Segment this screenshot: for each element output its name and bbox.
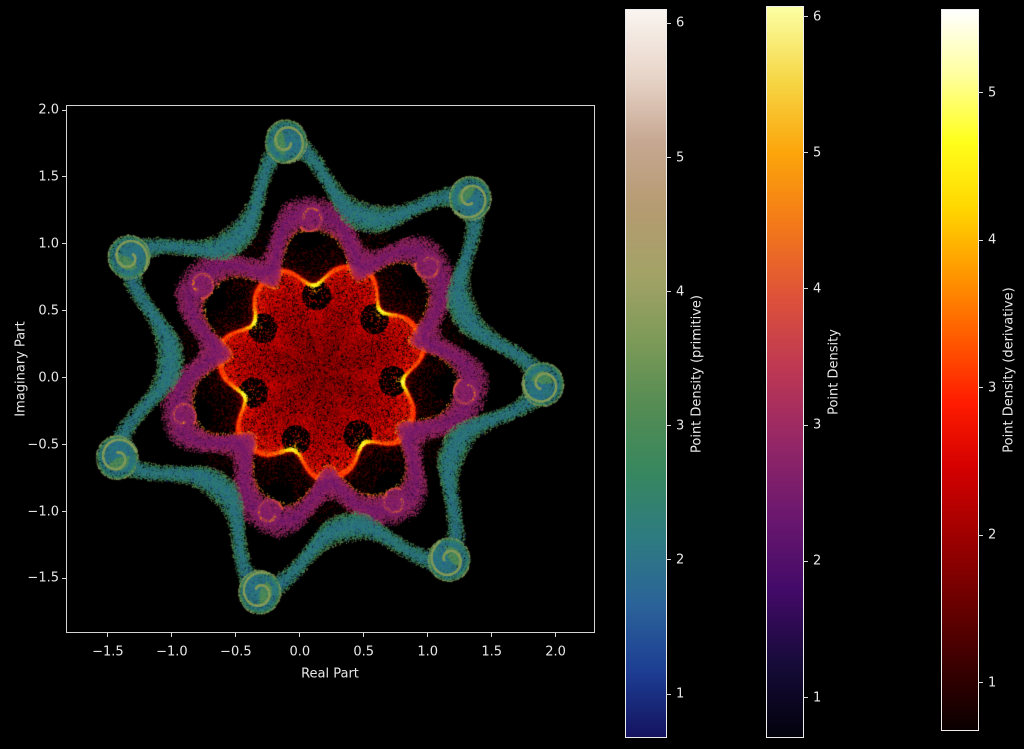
colorbar-tick-label: 3 <box>988 380 997 396</box>
x-tick-label: 0.0 <box>289 644 311 660</box>
x-tick-label: 1.5 <box>481 644 502 660</box>
x-tick-mark <box>363 633 365 637</box>
colorbar-primitive-label: Point Density (primitive) <box>689 295 705 453</box>
y-tick-label: 0.0 <box>38 370 59 386</box>
colorbar-tick-label: 1 <box>813 690 822 705</box>
colorbar-tick-label: 3 <box>813 417 822 433</box>
x-tick-label: 1.0 <box>417 644 439 660</box>
y-tick-mark <box>62 310 66 312</box>
colorbar-tick-mark <box>803 560 808 562</box>
x-tick-label: 2.0 <box>545 644 566 660</box>
colorbar-tick-mark <box>803 697 808 698</box>
x-tick-mark <box>235 633 237 637</box>
x-tick-mark <box>491 633 493 637</box>
x-tick-mark <box>555 633 557 637</box>
y-tick-label: −0.5 <box>27 437 59 453</box>
colorbar-tick-mark <box>666 559 671 561</box>
x-axis-label: Real Part <box>301 666 359 682</box>
colorbar-tick-mark <box>803 288 808 290</box>
colorbar-main <box>766 6 804 738</box>
density-plot-canvas <box>67 106 594 632</box>
colorbar-tick-mark <box>978 239 983 241</box>
colorbar-main-label: Point Density <box>826 329 842 415</box>
y-tick-label: −1.5 <box>27 570 59 586</box>
x-tick-mark <box>171 633 173 637</box>
y-tick-mark <box>62 243 66 245</box>
x-tick-label: −1.0 <box>156 644 188 660</box>
y-tick-mark <box>62 444 66 446</box>
colorbar-tick-label: 2 <box>988 527 997 543</box>
y-tick-mark <box>62 577 66 579</box>
colorbar-tick-mark <box>978 92 983 94</box>
x-tick-label: 0.5 <box>353 644 375 660</box>
y-tick-mark <box>62 511 66 513</box>
colorbar-tick-mark <box>666 693 671 695</box>
axes <box>66 105 595 633</box>
colorbar-tick-mark <box>666 22 671 24</box>
colorbar-primitive <box>625 9 667 738</box>
colorbar-tick-label: 1 <box>988 675 997 691</box>
colorbar-tick-label: 6 <box>676 15 685 31</box>
y-tick-mark <box>62 176 66 178</box>
colorbar-tick-label: 4 <box>988 232 997 248</box>
colorbar-tick-label: 5 <box>813 145 822 161</box>
colorbar-tick-label: 4 <box>676 284 685 300</box>
colorbar-tick-mark <box>978 534 983 536</box>
colorbar-tick-mark <box>666 157 671 159</box>
colorbar-tick-label: 4 <box>813 281 822 297</box>
y-tick-label: 1.0 <box>38 236 59 252</box>
colorbar-tick-label: 5 <box>676 150 685 166</box>
colorbar-tick-label: 2 <box>813 553 822 569</box>
colorbar-tick-label: 3 <box>676 418 685 434</box>
y-tick-label: −1.0 <box>27 504 59 520</box>
colorbar-tick-mark <box>978 387 983 389</box>
colorbar-tick-label: 1 <box>676 686 685 702</box>
x-tick-label: −1.5 <box>92 644 124 660</box>
x-tick-mark <box>107 633 109 637</box>
colorbar-tick-mark <box>978 682 983 684</box>
colorbar-tick-mark <box>803 424 808 426</box>
colorbar-tick-mark <box>666 425 671 427</box>
colorbar-tick-mark <box>666 291 671 293</box>
x-tick-mark <box>427 633 429 637</box>
colorbar-tick-mark <box>803 16 808 18</box>
colorbar-tick-mark <box>803 152 808 154</box>
colorbar-tick-label: 2 <box>676 552 685 568</box>
y-tick-label: 2.0 <box>38 102 59 118</box>
y-tick-label: 0.5 <box>38 303 59 319</box>
y-tick-mark <box>62 377 66 379</box>
colorbar-tick-label: 5 <box>988 85 997 101</box>
y-tick-label: 1.5 <box>38 169 59 185</box>
y-tick-mark <box>62 109 66 111</box>
y-axis-label: Imaginary Part <box>13 321 29 417</box>
colorbar-derivative-label: Point Density (derivative) <box>1001 287 1017 453</box>
x-tick-label: −0.5 <box>220 644 252 660</box>
x-tick-mark <box>299 633 301 637</box>
colorbar-derivative <box>941 9 979 731</box>
colorbar-tick-label: 6 <box>813 9 822 25</box>
